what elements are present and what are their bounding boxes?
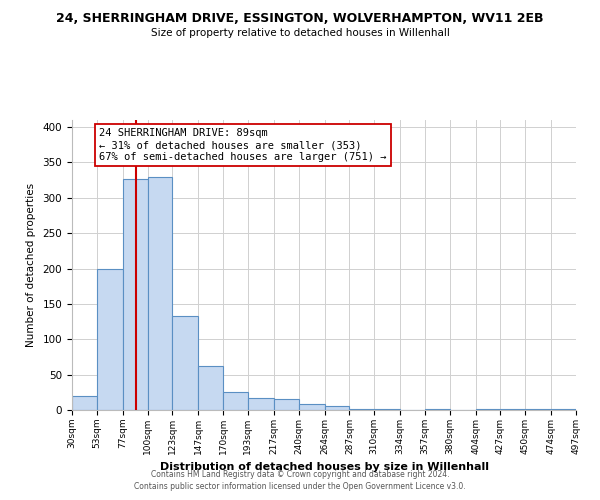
Text: 24, SHERRINGHAM DRIVE, ESSINGTON, WOLVERHAMPTON, WV11 2EB: 24, SHERRINGHAM DRIVE, ESSINGTON, WOLVER… <box>56 12 544 26</box>
Text: Contains public sector information licensed under the Open Government Licence v3: Contains public sector information licen… <box>134 482 466 491</box>
Bar <box>274 398 299 410</box>
Text: Size of property relative to detached houses in Willenhall: Size of property relative to detached ho… <box>151 28 449 38</box>
Bar <box>148 176 172 410</box>
Bar <box>299 404 325 410</box>
Bar <box>97 268 123 410</box>
Bar <box>172 316 198 410</box>
Bar <box>198 366 223 410</box>
X-axis label: Distribution of detached houses by size in Willenhall: Distribution of detached houses by size … <box>160 462 488 472</box>
Bar <box>72 396 97 410</box>
Y-axis label: Number of detached properties: Number of detached properties <box>26 183 35 347</box>
Bar <box>123 178 148 410</box>
Bar <box>223 392 248 410</box>
Bar <box>325 406 349 410</box>
Bar <box>248 398 274 410</box>
Text: 24 SHERRINGHAM DRIVE: 89sqm
← 31% of detached houses are smaller (353)
67% of se: 24 SHERRINGHAM DRIVE: 89sqm ← 31% of det… <box>99 128 386 162</box>
Text: Contains HM Land Registry data © Crown copyright and database right 2024.: Contains HM Land Registry data © Crown c… <box>151 470 449 479</box>
Bar <box>349 408 374 410</box>
